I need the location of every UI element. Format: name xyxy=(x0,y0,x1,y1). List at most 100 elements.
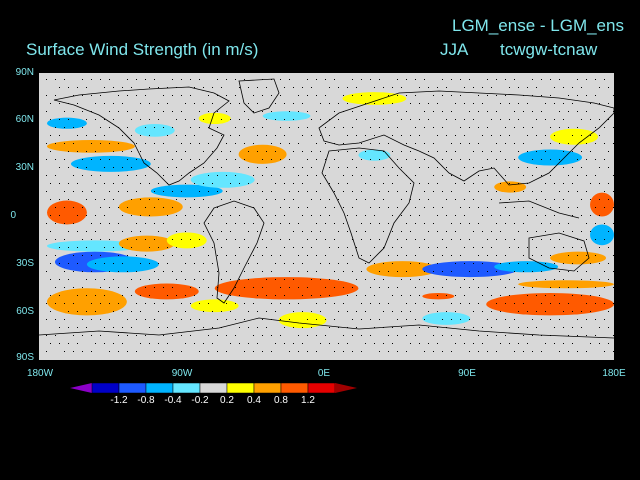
significance-dot xyxy=(289,143,290,144)
colorbar-swatch-2 xyxy=(145,382,174,394)
significance-dot xyxy=(122,151,123,152)
significance-dot xyxy=(473,343,474,344)
coastline-north-america xyxy=(53,86,230,186)
significance-dot xyxy=(608,103,609,104)
significance-dot xyxy=(460,207,461,208)
significance-dot xyxy=(581,167,582,168)
significance-dot xyxy=(46,111,47,112)
significance-dot xyxy=(311,295,312,296)
significance-dot xyxy=(158,327,159,328)
significance-dot xyxy=(415,127,416,128)
significance-dot xyxy=(365,231,366,232)
significance-dot xyxy=(401,199,402,200)
significance-dot xyxy=(104,263,105,264)
significance-dot xyxy=(199,191,200,192)
significance-dot xyxy=(46,335,47,336)
significance-dot xyxy=(415,255,416,256)
significance-dot xyxy=(590,295,591,296)
significance-dot xyxy=(338,151,339,152)
significance-dot xyxy=(199,303,200,304)
significance-dot xyxy=(68,311,69,312)
significance-dot xyxy=(370,287,371,288)
significance-dot xyxy=(118,191,119,192)
significance-dot xyxy=(397,271,398,272)
significance-dot xyxy=(185,199,186,200)
significance-dot xyxy=(577,111,578,112)
significance-dot xyxy=(365,343,366,344)
significance-dot xyxy=(586,79,587,80)
significance-dot xyxy=(473,151,474,152)
significance-dot xyxy=(478,287,479,288)
significance-dot xyxy=(464,215,465,216)
significance-dot xyxy=(446,151,447,152)
significance-dot xyxy=(541,143,542,144)
significance-dot xyxy=(77,183,78,184)
significance-dot xyxy=(604,351,605,352)
significance-dot xyxy=(194,103,195,104)
significance-dot xyxy=(410,231,411,232)
anomaly-region-10 xyxy=(118,197,183,217)
colorbar-swatch-5 xyxy=(226,382,255,394)
significance-dot xyxy=(433,191,434,192)
significance-dot xyxy=(230,135,231,136)
coastline-south-america xyxy=(203,200,265,304)
significance-dot xyxy=(280,127,281,128)
significance-dot xyxy=(262,159,263,160)
significance-dot xyxy=(86,87,87,88)
significance-dot xyxy=(550,127,551,128)
significance-dot xyxy=(424,159,425,160)
significance-dot xyxy=(289,239,290,240)
significance-dot xyxy=(95,343,96,344)
significance-dot xyxy=(203,343,204,344)
significance-dot xyxy=(572,151,573,152)
significance-dot xyxy=(595,175,596,176)
significance-dot xyxy=(347,295,348,296)
significance-dot xyxy=(271,95,272,96)
significance-dot xyxy=(383,103,384,104)
significance-dot xyxy=(239,327,240,328)
significance-dot xyxy=(473,167,474,168)
significance-dot xyxy=(379,239,380,240)
significance-dot xyxy=(433,303,434,304)
significance-dot xyxy=(383,183,384,184)
significance-dot xyxy=(113,247,114,248)
significance-dot xyxy=(298,223,299,224)
significance-dot xyxy=(608,263,609,264)
significance-dot xyxy=(446,247,447,248)
significance-dot xyxy=(518,279,519,280)
significance-dot xyxy=(487,111,488,112)
significance-dot xyxy=(361,303,362,304)
significance-dot xyxy=(415,287,416,288)
significance-dot xyxy=(424,319,425,320)
significance-dot xyxy=(572,263,573,264)
significance-dot xyxy=(203,151,204,152)
significance-dot xyxy=(311,119,312,120)
significance-dot xyxy=(442,287,443,288)
significance-dot xyxy=(469,223,470,224)
significance-dot xyxy=(491,231,492,232)
significance-dot xyxy=(446,87,447,88)
significance-dot xyxy=(230,151,231,152)
significance-dot xyxy=(64,223,65,224)
significance-dot xyxy=(604,127,605,128)
significance-dot xyxy=(586,255,587,256)
significance-dot xyxy=(379,159,380,160)
significance-dot xyxy=(397,79,398,80)
significance-dot xyxy=(514,111,515,112)
significance-dot xyxy=(352,351,353,352)
significance-dot xyxy=(253,143,254,144)
significance-dot xyxy=(554,103,555,104)
significance-dot xyxy=(514,351,515,352)
significance-dot xyxy=(415,207,416,208)
significance-dot xyxy=(271,159,272,160)
significance-dot xyxy=(532,335,533,336)
significance-dot xyxy=(424,239,425,240)
significance-dot xyxy=(613,95,614,96)
significance-dot xyxy=(392,295,393,296)
significance-dot xyxy=(334,79,335,80)
significance-dot xyxy=(257,167,258,168)
significance-dot xyxy=(514,143,515,144)
significance-dot xyxy=(563,87,564,88)
significance-dot xyxy=(266,87,267,88)
significance-dot xyxy=(55,127,56,128)
